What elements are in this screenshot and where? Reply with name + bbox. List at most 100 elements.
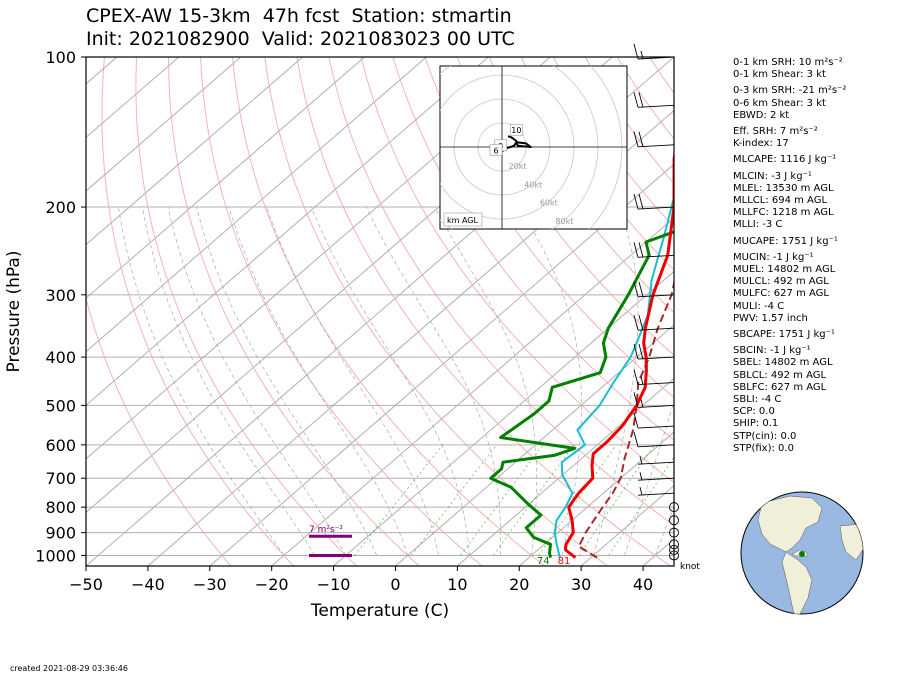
sounding-index-row: SHIP: 0.1 <box>733 418 779 430</box>
sounding-index-row: MUEL: 14802 m AGL <box>733 264 836 276</box>
globe-south-america <box>781 551 813 614</box>
wind-barb-calm <box>669 545 679 555</box>
wind-barb-staff <box>637 254 675 258</box>
wind-barb-calm <box>669 515 679 526</box>
sounding-index-row: MUCAPE: 1751 J kg⁻¹ <box>733 235 838 247</box>
hodograph-height-marker: 10 <box>511 126 521 135</box>
wind-barb-staff <box>637 144 675 148</box>
sounding-index-row: MLCAPE: 1116 J kg⁻¹ <box>733 154 837 166</box>
wind-barb <box>633 281 675 298</box>
created-timestamp: created 2021-08-29 03:36:46 <box>10 664 128 673</box>
wind-barb-staff <box>637 461 675 465</box>
wind-barb-flag-full <box>633 369 639 385</box>
hodograph-height-marker: 6 <box>493 147 498 156</box>
sounding-index-row: MULCL: 492 m AGL <box>733 276 829 288</box>
wind-barb <box>633 369 675 386</box>
wind-barb <box>637 487 675 496</box>
wind-barb-staff <box>637 404 675 408</box>
dry-adiabat-line <box>360 57 674 484</box>
wind-barb-flag-half <box>640 50 644 60</box>
x-tick-label: −20 <box>255 575 289 594</box>
isotherm-line <box>147 109 674 566</box>
wind-barb-flag-full <box>638 281 644 297</box>
mixing-ratio-line <box>411 444 498 556</box>
wind-barb-flag-full <box>638 242 644 258</box>
moist-adiabat-line <box>593 206 639 556</box>
wind-units-label: knot <box>680 562 700 572</box>
wind-barb <box>633 412 675 429</box>
wind-barb-flag-half <box>639 456 643 465</box>
sounding-index-row: SCP: 0.0 <box>733 406 775 418</box>
dry-adiabat-line <box>328 57 674 526</box>
wind-barb-flag-full <box>633 92 639 108</box>
sounding-index-row: K-index: 17 <box>733 138 789 150</box>
moist-adiabat-line <box>196 206 378 556</box>
sounding-index-row: MLLCL: 694 m AGL <box>733 195 828 207</box>
sounding-index-row: MLEL: 13530 m AGL <box>733 182 834 194</box>
sounding-index-row: 0-1 km SRH: 10 m²s⁻² <box>733 57 843 68</box>
wind-barb-staff <box>637 425 675 429</box>
x-tick-label: 20 <box>509 575 529 594</box>
sounding-index-row: MUCIN: -1 J kg⁻¹ <box>733 251 814 263</box>
moist-adiabat-line <box>266 206 439 556</box>
dry-adiabat-line <box>264 57 608 566</box>
dry-adiabat-line <box>456 57 674 356</box>
wind-barb-flag-full <box>633 343 639 360</box>
wind-barb-staff <box>637 56 675 60</box>
x-tick-label: −30 <box>193 575 227 594</box>
dry-adiabat-line <box>392 57 674 441</box>
wind-barb-staff <box>637 327 675 331</box>
hodograph-ring-label: 40kt <box>524 180 542 189</box>
wind-barb-flag-full <box>638 92 644 108</box>
wind-barb-staff <box>637 294 675 298</box>
effective-srh-label: 7 m²s⁻² <box>309 525 343 535</box>
sounding-index-row: SBLI: -4 C <box>733 394 782 406</box>
chart-title-line-2: Init: 2021082900 Valid: 2021083023 00 UT… <box>86 28 515 50</box>
x-tick-label: 10 <box>447 575 467 594</box>
moist-adiabat-line <box>141 206 316 556</box>
wind-barb-staff <box>637 444 675 448</box>
y-axis-label: Pressure (hPa) <box>4 251 24 373</box>
sounding-index-row: STP(fix): 0.0 <box>733 442 794 454</box>
y-tick-label: 400 <box>45 348 76 367</box>
wind-barb-calm <box>669 527 679 538</box>
sounding-index-row: MLLFC: 1218 m AGL <box>733 207 834 219</box>
moist-adiabat-line <box>311 206 470 556</box>
wind-barb <box>633 315 675 331</box>
skewt-clipped-layer <box>86 57 674 566</box>
wind-barb <box>633 131 675 148</box>
sounding-index-row: EBWD: 2 kt <box>733 109 790 121</box>
wind-barb-staff <box>637 477 675 481</box>
x-axis-label: Temperature (C) <box>310 601 449 621</box>
parcel-profile <box>577 278 674 559</box>
sounding-index-row: MLLI: -3 C <box>733 219 783 231</box>
dry-adiabat-line <box>86 296 232 566</box>
moist-adiabat-line <box>118 206 285 556</box>
wind-barb <box>633 392 675 408</box>
isotherm-line <box>209 163 674 566</box>
mixing-ratio-line <box>354 444 444 556</box>
sounding-index-row: 0-1 km Shear: 3 kt <box>733 69 826 81</box>
y-tick-label: 700 <box>45 469 76 488</box>
sounding-index-row: PWV: 1.57 inch <box>733 312 808 324</box>
sounding-index-row: SBCIN: -1 J kg⁻¹ <box>733 345 811 357</box>
sounding-index-row: SBEL: 14802 m AGL <box>733 357 833 369</box>
dry-adiabat-line <box>135 57 357 566</box>
wind-barb-flag-half <box>639 487 643 496</box>
wind-barb <box>637 456 675 465</box>
wind-barb-flag-half <box>640 399 644 408</box>
wind-barb-flag-full <box>638 343 644 360</box>
y-tick-label: 900 <box>45 524 76 543</box>
sounding-index-row: STP(cin): 0.0 <box>733 430 797 442</box>
wind-barb-flag-full <box>633 412 639 429</box>
wind-barb-staff <box>637 492 675 496</box>
wind-barb-flag-full <box>633 242 639 258</box>
wind-barb-column <box>633 43 679 561</box>
y-tick-label: 600 <box>45 436 76 455</box>
station-marker <box>799 551 805 557</box>
dewpoint-profile <box>489 230 674 558</box>
moist-adiabat-line <box>167 206 347 556</box>
hodograph-marker-box <box>489 144 503 156</box>
wind-barb-calm <box>669 502 679 513</box>
